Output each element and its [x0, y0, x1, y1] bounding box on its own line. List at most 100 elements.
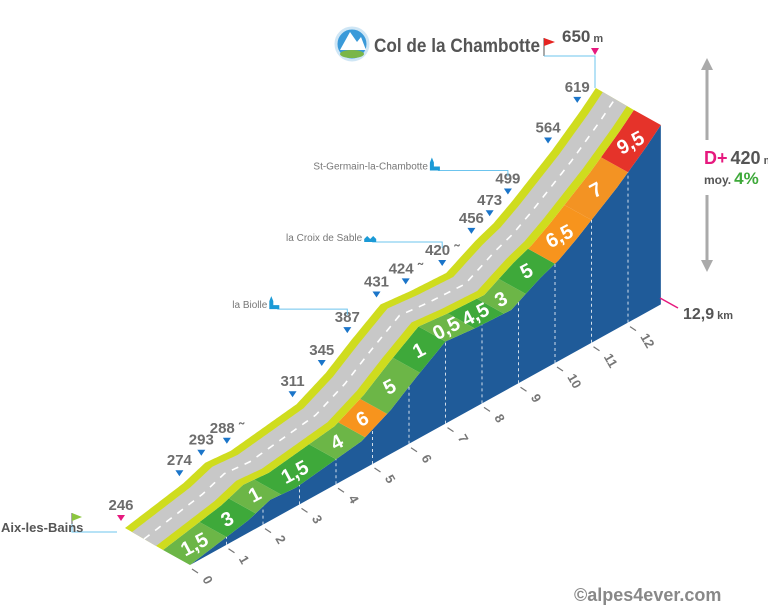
- church-icon: [269, 296, 280, 310]
- summit-leader-line: [544, 55, 596, 88]
- km-tick-label: 2: [272, 533, 289, 547]
- houses-icon: [364, 235, 377, 242]
- place-name: la Croix de Sable: [286, 233, 363, 244]
- gradient-segment: [476, 278, 526, 314]
- gradient-segment: [309, 422, 366, 460]
- gradient-segment: [528, 204, 592, 264]
- road-centerline: [143, 98, 616, 540]
- altitude-marker: [544, 137, 553, 144]
- average-gradient: moy. 4%: [704, 169, 759, 188]
- gradient-segment: [447, 298, 504, 329]
- church-icon: [429, 157, 440, 171]
- church-shape: [269, 296, 280, 310]
- summit-altitude: 650 m: [562, 27, 603, 46]
- km-tick: [410, 447, 418, 453]
- gradient-segment: [254, 444, 336, 495]
- start-name: Aix-les-Bains: [1, 520, 83, 535]
- altitude-label: 345: [309, 342, 334, 359]
- km-tick: [556, 366, 564, 372]
- altitude-marker: [438, 259, 447, 266]
- altitude-label: 564: [536, 119, 562, 136]
- start-flag-icon: [71, 513, 82, 524]
- km-tick: [301, 507, 308, 513]
- distance-leader-line: [659, 297, 679, 309]
- total-distance: 12,9 km: [683, 306, 733, 323]
- altitude-label: 424 ˜: [389, 260, 424, 277]
- altitude-label: 387: [335, 309, 360, 326]
- km-tick-label: 11: [601, 351, 621, 370]
- altitude-marker: [317, 359, 326, 366]
- altitude-marker: [175, 470, 184, 477]
- altitude-marker: [288, 391, 297, 398]
- altitude-label: 288 ˜: [210, 420, 245, 437]
- logo-icon: [334, 26, 370, 62]
- place-name: St-Germain-la-Chambotte: [313, 162, 428, 173]
- houses-shape: [364, 235, 377, 242]
- altitude-marker: [343, 327, 352, 334]
- altitude-label: 499: [495, 171, 520, 188]
- km-tick-label: 0: [199, 573, 216, 587]
- km-tick: [374, 467, 381, 473]
- altitude-label: 246: [108, 497, 133, 514]
- elevation-range-arrow: [701, 58, 713, 272]
- altitude-marker: [573, 96, 582, 103]
- place-leader-line: [372, 241, 443, 248]
- gradient-segment: [163, 522, 227, 565]
- altitude-marker: [401, 278, 410, 285]
- km-tick: [228, 548, 235, 554]
- altitude-label: 473: [477, 192, 502, 209]
- km-tick-label: 7: [455, 432, 472, 446]
- altitude-label: 420 ˜: [425, 242, 460, 259]
- km-tick-label: 3: [309, 512, 326, 526]
- km-tick: [629, 326, 637, 332]
- km-tick: [520, 386, 527, 392]
- altitude-marker: [117, 515, 125, 521]
- place-name: la Biolle: [232, 300, 267, 311]
- gradient-segment: [338, 398, 388, 438]
- altitude-marker: [197, 449, 206, 456]
- gradient-segment: [498, 248, 555, 294]
- km-tick: [483, 406, 491, 412]
- chart-title: Col de la Chambotte: [374, 36, 540, 57]
- gradient-segment: [564, 157, 628, 220]
- gradient-segment: [199, 498, 256, 538]
- altitude-label: 274: [167, 452, 193, 469]
- altitude-label: 619: [565, 79, 590, 96]
- summit-flag-icon: [543, 38, 555, 56]
- altitude-marker: [222, 437, 231, 444]
- summit-marker: [591, 48, 599, 55]
- place-leader-line: [277, 308, 348, 316]
- gradient-segment: [360, 357, 420, 414]
- gradient-segment: [418, 313, 475, 342]
- km-tick: [264, 528, 272, 534]
- profile-side-face: [190, 125, 661, 565]
- km-tick-label: 5: [382, 472, 399, 486]
- altitude-label: 456: [459, 210, 484, 227]
- altitude-label: 431: [364, 273, 389, 290]
- km-tick: [447, 427, 454, 433]
- km-tick: [337, 487, 345, 493]
- church-shape: [429, 157, 440, 171]
- place-leader-line: [437, 170, 509, 177]
- km-tick-label: 12: [637, 331, 657, 351]
- km-tick: [191, 568, 199, 574]
- altitude-marker: [372, 291, 381, 298]
- km-tick-label: 1: [236, 553, 253, 567]
- start-leader-line: [71, 524, 117, 533]
- road-surface: [132, 92, 627, 546]
- altitude-marker: [485, 210, 494, 217]
- copyright: ©alpes4ever.com: [574, 585, 721, 605]
- altitude-marker: [467, 227, 476, 234]
- km-tick-label: 6: [418, 452, 435, 466]
- km-tick: [593, 346, 600, 352]
- km-tick-label: 8: [491, 411, 508, 425]
- altitude-label: 293: [189, 432, 214, 449]
- km-tick-label: 4: [345, 492, 362, 506]
- gradient-segment: [228, 479, 282, 514]
- altitude-label: 311: [280, 373, 304, 390]
- altitude-marker: [503, 188, 512, 195]
- km-tick-label: 9: [528, 391, 545, 405]
- gradient-segment: [601, 110, 661, 173]
